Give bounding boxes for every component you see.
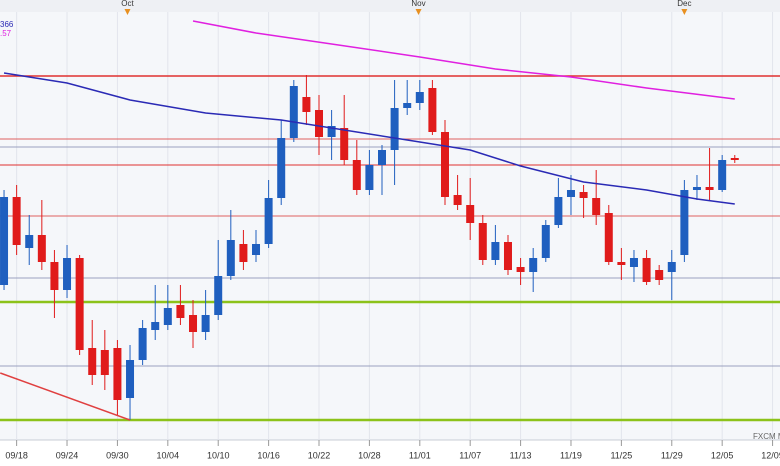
x-tick-label: 09/30	[106, 450, 129, 460]
x-tick-label: 11/13	[510, 450, 532, 460]
month-label: Nov	[411, 0, 425, 8]
candle-body	[377, 150, 386, 165]
legend-text: 366	[0, 20, 14, 29]
x-tick-label: 10/04	[157, 450, 180, 460]
x-tick-label: 10/10	[207, 450, 230, 460]
candle-body	[629, 258, 638, 267]
candle-body	[226, 240, 235, 276]
candle-body	[315, 110, 324, 137]
candle-body	[365, 165, 374, 190]
x-tick-label: 11/01	[409, 450, 431, 460]
candle-body	[667, 262, 676, 272]
candle-body	[415, 92, 424, 103]
candle-body	[75, 258, 84, 350]
candle-body	[428, 88, 437, 132]
candle-body	[25, 235, 34, 248]
candle-body	[151, 322, 160, 330]
candle-body	[730, 158, 739, 160]
legend-text: .57	[0, 29, 12, 38]
candle-body	[403, 103, 412, 108]
candle-body	[541, 225, 550, 258]
month-marker	[415, 9, 422, 15]
candle-body	[100, 350, 109, 375]
x-tick-label: 10/28	[358, 450, 381, 460]
candle-body	[566, 190, 575, 197]
candle-body	[529, 258, 538, 272]
x-tick-label: 11/29	[661, 450, 683, 460]
candle-body	[264, 198, 273, 244]
x-tick-label: 11/25	[610, 450, 632, 460]
x-tick-label: 09/24	[56, 450, 79, 460]
candle-body	[189, 315, 198, 332]
candle-body	[352, 160, 361, 190]
candle-body	[705, 187, 714, 190]
candle-body	[680, 190, 689, 255]
moving-average	[3, 72, 735, 205]
x-tick-label: 09/18	[5, 450, 28, 460]
candle-body	[390, 108, 399, 150]
month-label: Oct	[121, 0, 134, 8]
candle-body	[503, 242, 512, 270]
candle-body	[579, 192, 588, 198]
candle-body	[642, 258, 651, 282]
watermark: FXCM M	[753, 432, 780, 441]
candle-body	[453, 195, 462, 205]
candle-body	[0, 197, 9, 285]
candle-body	[239, 244, 248, 262]
bottom-band	[0, 440, 780, 466]
x-tick-label: 12/09	[761, 450, 780, 460]
candle-body	[277, 138, 286, 198]
candle-body	[12, 197, 21, 245]
candle-body	[466, 205, 475, 223]
x-tick-label: 11/19	[560, 450, 582, 460]
candle-body	[592, 198, 601, 215]
candle-body	[340, 128, 349, 160]
trend-line	[0, 372, 131, 421]
candle-body	[113, 348, 122, 400]
candle-body	[88, 348, 97, 375]
candle-body	[138, 328, 147, 360]
candle-body	[63, 258, 72, 290]
candle-body	[655, 270, 664, 280]
candle-body	[37, 235, 46, 262]
top-band	[0, 0, 780, 12]
x-tick-label: 10/16	[257, 450, 280, 460]
month-marker	[681, 9, 688, 15]
candle-body	[440, 132, 449, 197]
candle-body	[201, 315, 210, 332]
candle-body	[604, 213, 613, 262]
candle-body	[214, 276, 223, 315]
x-tick-label: 10/22	[308, 450, 331, 460]
candle-body	[554, 197, 563, 225]
candle-body	[302, 97, 311, 112]
candle-body	[478, 223, 487, 260]
candle-body	[252, 244, 261, 255]
candle-body	[289, 86, 298, 138]
candle-body	[491, 242, 500, 260]
candle-body	[50, 262, 59, 290]
candle-body	[692, 187, 701, 190]
x-tick-label: 12/05	[711, 450, 734, 460]
candle-body	[163, 308, 172, 325]
x-tick-label: 11/07	[459, 450, 481, 460]
month-marker	[124, 9, 131, 15]
candle-body	[718, 160, 727, 190]
candle-body	[327, 126, 336, 137]
month-label: Dec	[677, 0, 691, 8]
moving-average	[192, 20, 735, 100]
candle-body	[126, 360, 135, 398]
candle-body	[516, 267, 525, 272]
candle-body	[176, 305, 185, 318]
candle-body	[617, 262, 626, 265]
